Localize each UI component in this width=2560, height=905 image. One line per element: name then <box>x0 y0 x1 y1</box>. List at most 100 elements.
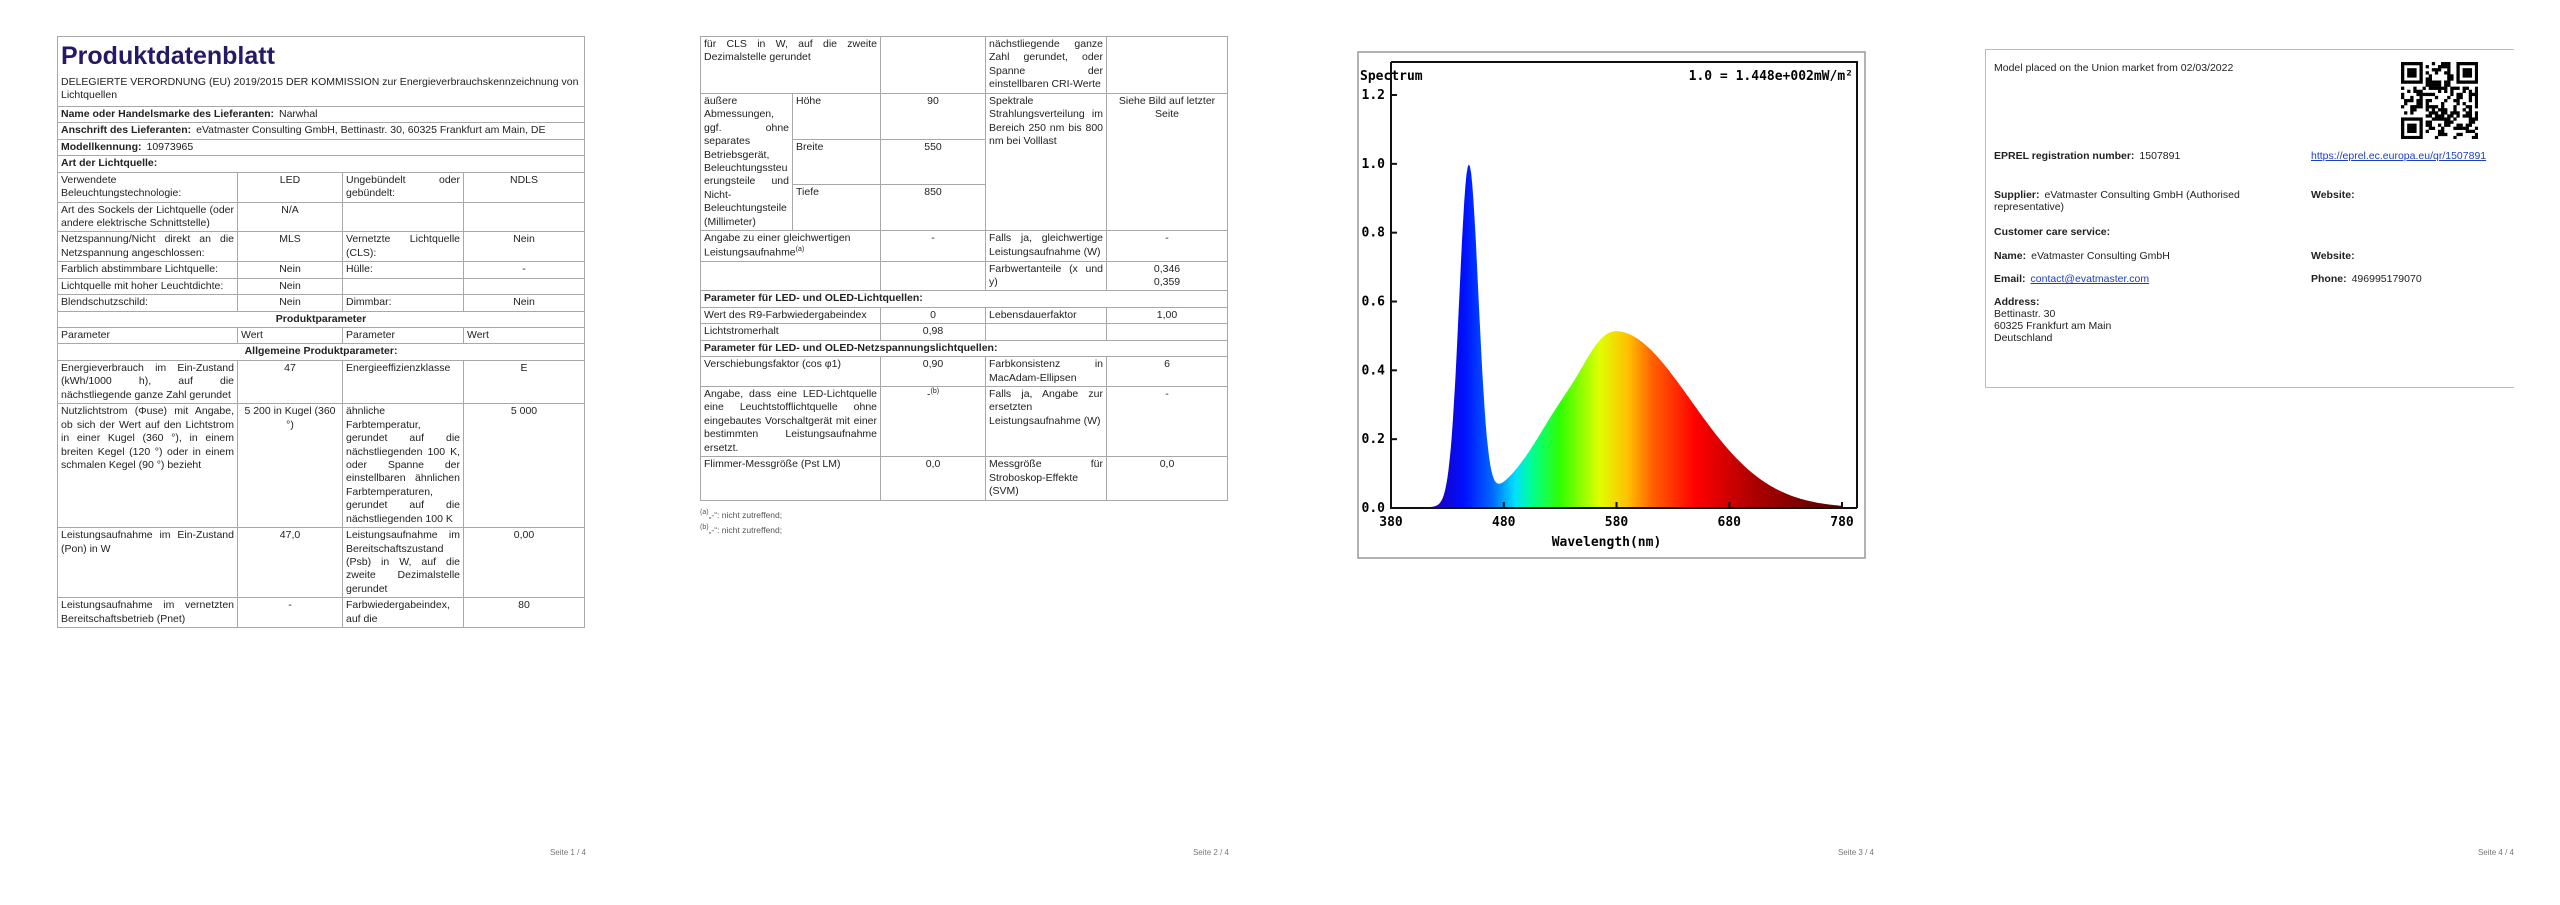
qr-module <box>2410 108 2414 112</box>
field-value: 10973965 <box>146 140 194 153</box>
qr-module <box>2474 62 2478 66</box>
qr-module <box>2425 98 2429 103</box>
qr-module <box>2456 114 2460 118</box>
qr-module <box>2468 68 2473 72</box>
section-heading: Art der Lichtquelle: <box>61 157 158 170</box>
qr-module <box>2428 105 2432 109</box>
qr-module <box>2441 108 2445 112</box>
qr-module <box>2431 68 2436 72</box>
qr-module <box>2431 92 2436 97</box>
table-cell: N/A <box>237 201 343 233</box>
cell-text: - <box>1165 388 1169 400</box>
qr-module <box>2465 86 2469 90</box>
qr-module <box>2474 135 2478 139</box>
qr-module <box>2404 62 2408 66</box>
table-cell: Hülle: <box>342 261 464 279</box>
qr-module <box>2425 129 2429 134</box>
cell-text: 0,90 <box>922 358 944 371</box>
cell-text: Ungebündelt oder gebündelt: <box>346 173 460 200</box>
email-link[interactable]: contact@evatmaster.com <box>2030 273 2150 285</box>
table-cell: - <box>462 261 586 279</box>
table-row: Tiefe 850 <box>701 184 1228 232</box>
figure-title: Spectrum <box>1360 69 1423 84</box>
qr-module <box>2407 74 2411 78</box>
qr-module <box>2437 80 2442 84</box>
x-tick-label: 480 <box>1492 515 1516 530</box>
table-cell: MLS <box>237 231 343 263</box>
qr-module <box>2450 114 2454 118</box>
qr-module <box>2447 114 2451 118</box>
qr-module <box>2419 105 2423 109</box>
table-cell: Verschiebungsfaktor (cos φ1) <box>700 356 882 387</box>
table-cell: ähnliche Farbtemperatur, gerundet auf di… <box>342 403 464 529</box>
qr-module <box>2428 126 2432 130</box>
qr-module <box>2425 65 2429 69</box>
table-cell: 550 <box>880 138 987 186</box>
qr-module <box>2462 62 2466 66</box>
table-row: Energieverbrauch im Ein-Zustand (kWh/100… <box>57 359 586 405</box>
qr-module <box>2434 114 2439 118</box>
qr-module <box>2437 65 2442 69</box>
eprel-link[interactable]: https://eprel.ec.europa.eu/qr/1507891 <box>2311 150 2487 162</box>
qr-module <box>2401 135 2405 139</box>
qr-module <box>2401 74 2405 78</box>
qr-module <box>2410 126 2414 130</box>
table-cell: 0,90 <box>880 356 987 387</box>
table-row: Leistungsaufnahme im Ein-Zustand (Pon) i… <box>57 527 586 599</box>
qr-module <box>2401 95 2405 100</box>
qr-module <box>2419 65 2423 69</box>
qr-module <box>2419 71 2423 75</box>
table-row: Verwendete Beleuchtungstechnologie: LED Un… <box>57 171 586 203</box>
table-cell: Farbwiedergabeindex, auf die <box>342 597 464 629</box>
footnote-mark: (b) <box>930 388 940 395</box>
qr-module <box>2404 135 2408 139</box>
cell-text: - <box>288 599 292 612</box>
qr-module <box>2474 126 2478 130</box>
field-value: 496995179070 <box>2351 273 2422 285</box>
dimension-value: 850 <box>924 186 942 199</box>
qr-module <box>2444 62 2448 66</box>
qr-module <box>2413 86 2417 90</box>
table-cell: Ungebündelt oder gebündelt: <box>342 171 464 203</box>
table-cell: Name oder Handelsmarke des Lieferanten: N… <box>57 105 586 124</box>
column-header: Wert <box>241 329 263 341</box>
table-cell: Nein <box>462 231 586 263</box>
cell-text: 5 000 <box>510 405 538 418</box>
qr-module <box>2447 83 2451 87</box>
qr-module <box>2462 80 2466 84</box>
qr-module <box>2431 105 2436 109</box>
table-cell: Nein <box>237 261 343 279</box>
qr-module <box>2465 126 2469 130</box>
page-footer: Seite 2 / 4 <box>1192 848 1229 857</box>
cell-text: ähnliche Farbtemperatur, gerundet auf di… <box>346 405 460 525</box>
qr-module <box>2474 65 2478 69</box>
section-heading: Customer care service: <box>1994 226 2111 238</box>
field: Customer care service: <box>1994 226 2299 238</box>
table-row: Modellkennung: 10973965 <box>57 138 586 157</box>
table-cell: 0,00 <box>462 527 586 599</box>
qr-module <box>2465 105 2469 109</box>
cell-text: E <box>520 361 528 374</box>
dimension-value: 90 <box>927 94 939 107</box>
cell-text: Nein <box>279 296 301 309</box>
qr-module <box>2462 86 2466 90</box>
table-row: Nutzlichtstrom (Φuse) mit Angabe, ob sic… <box>57 403 586 529</box>
qr-module <box>2462 68 2466 72</box>
qr-module <box>2441 105 2445 109</box>
qr-module <box>2468 80 2473 84</box>
field-label: Modellkennung: <box>61 140 142 153</box>
field-label: Website: <box>2311 189 2355 201</box>
table-cell: für CLS in W, auf die zweite Dezimalstel… <box>700 36 882 94</box>
table-cell: - <box>1106 230 1229 262</box>
table-cell: Tiefe <box>791 184 882 232</box>
cell-text: N/A <box>281 203 299 216</box>
qr-module <box>2456 102 2460 106</box>
qr-module <box>2456 86 2460 90</box>
cell-text: Hülle: <box>346 263 373 276</box>
qr-module <box>2413 89 2417 93</box>
qr-module <box>2404 102 2408 106</box>
qr-module <box>2444 86 2448 90</box>
y-tick-label: 0.2 <box>1362 432 1385 447</box>
cell-text: 1,00 <box>1156 308 1178 321</box>
table-cell: Lebensdauerfaktor <box>985 306 1108 325</box>
